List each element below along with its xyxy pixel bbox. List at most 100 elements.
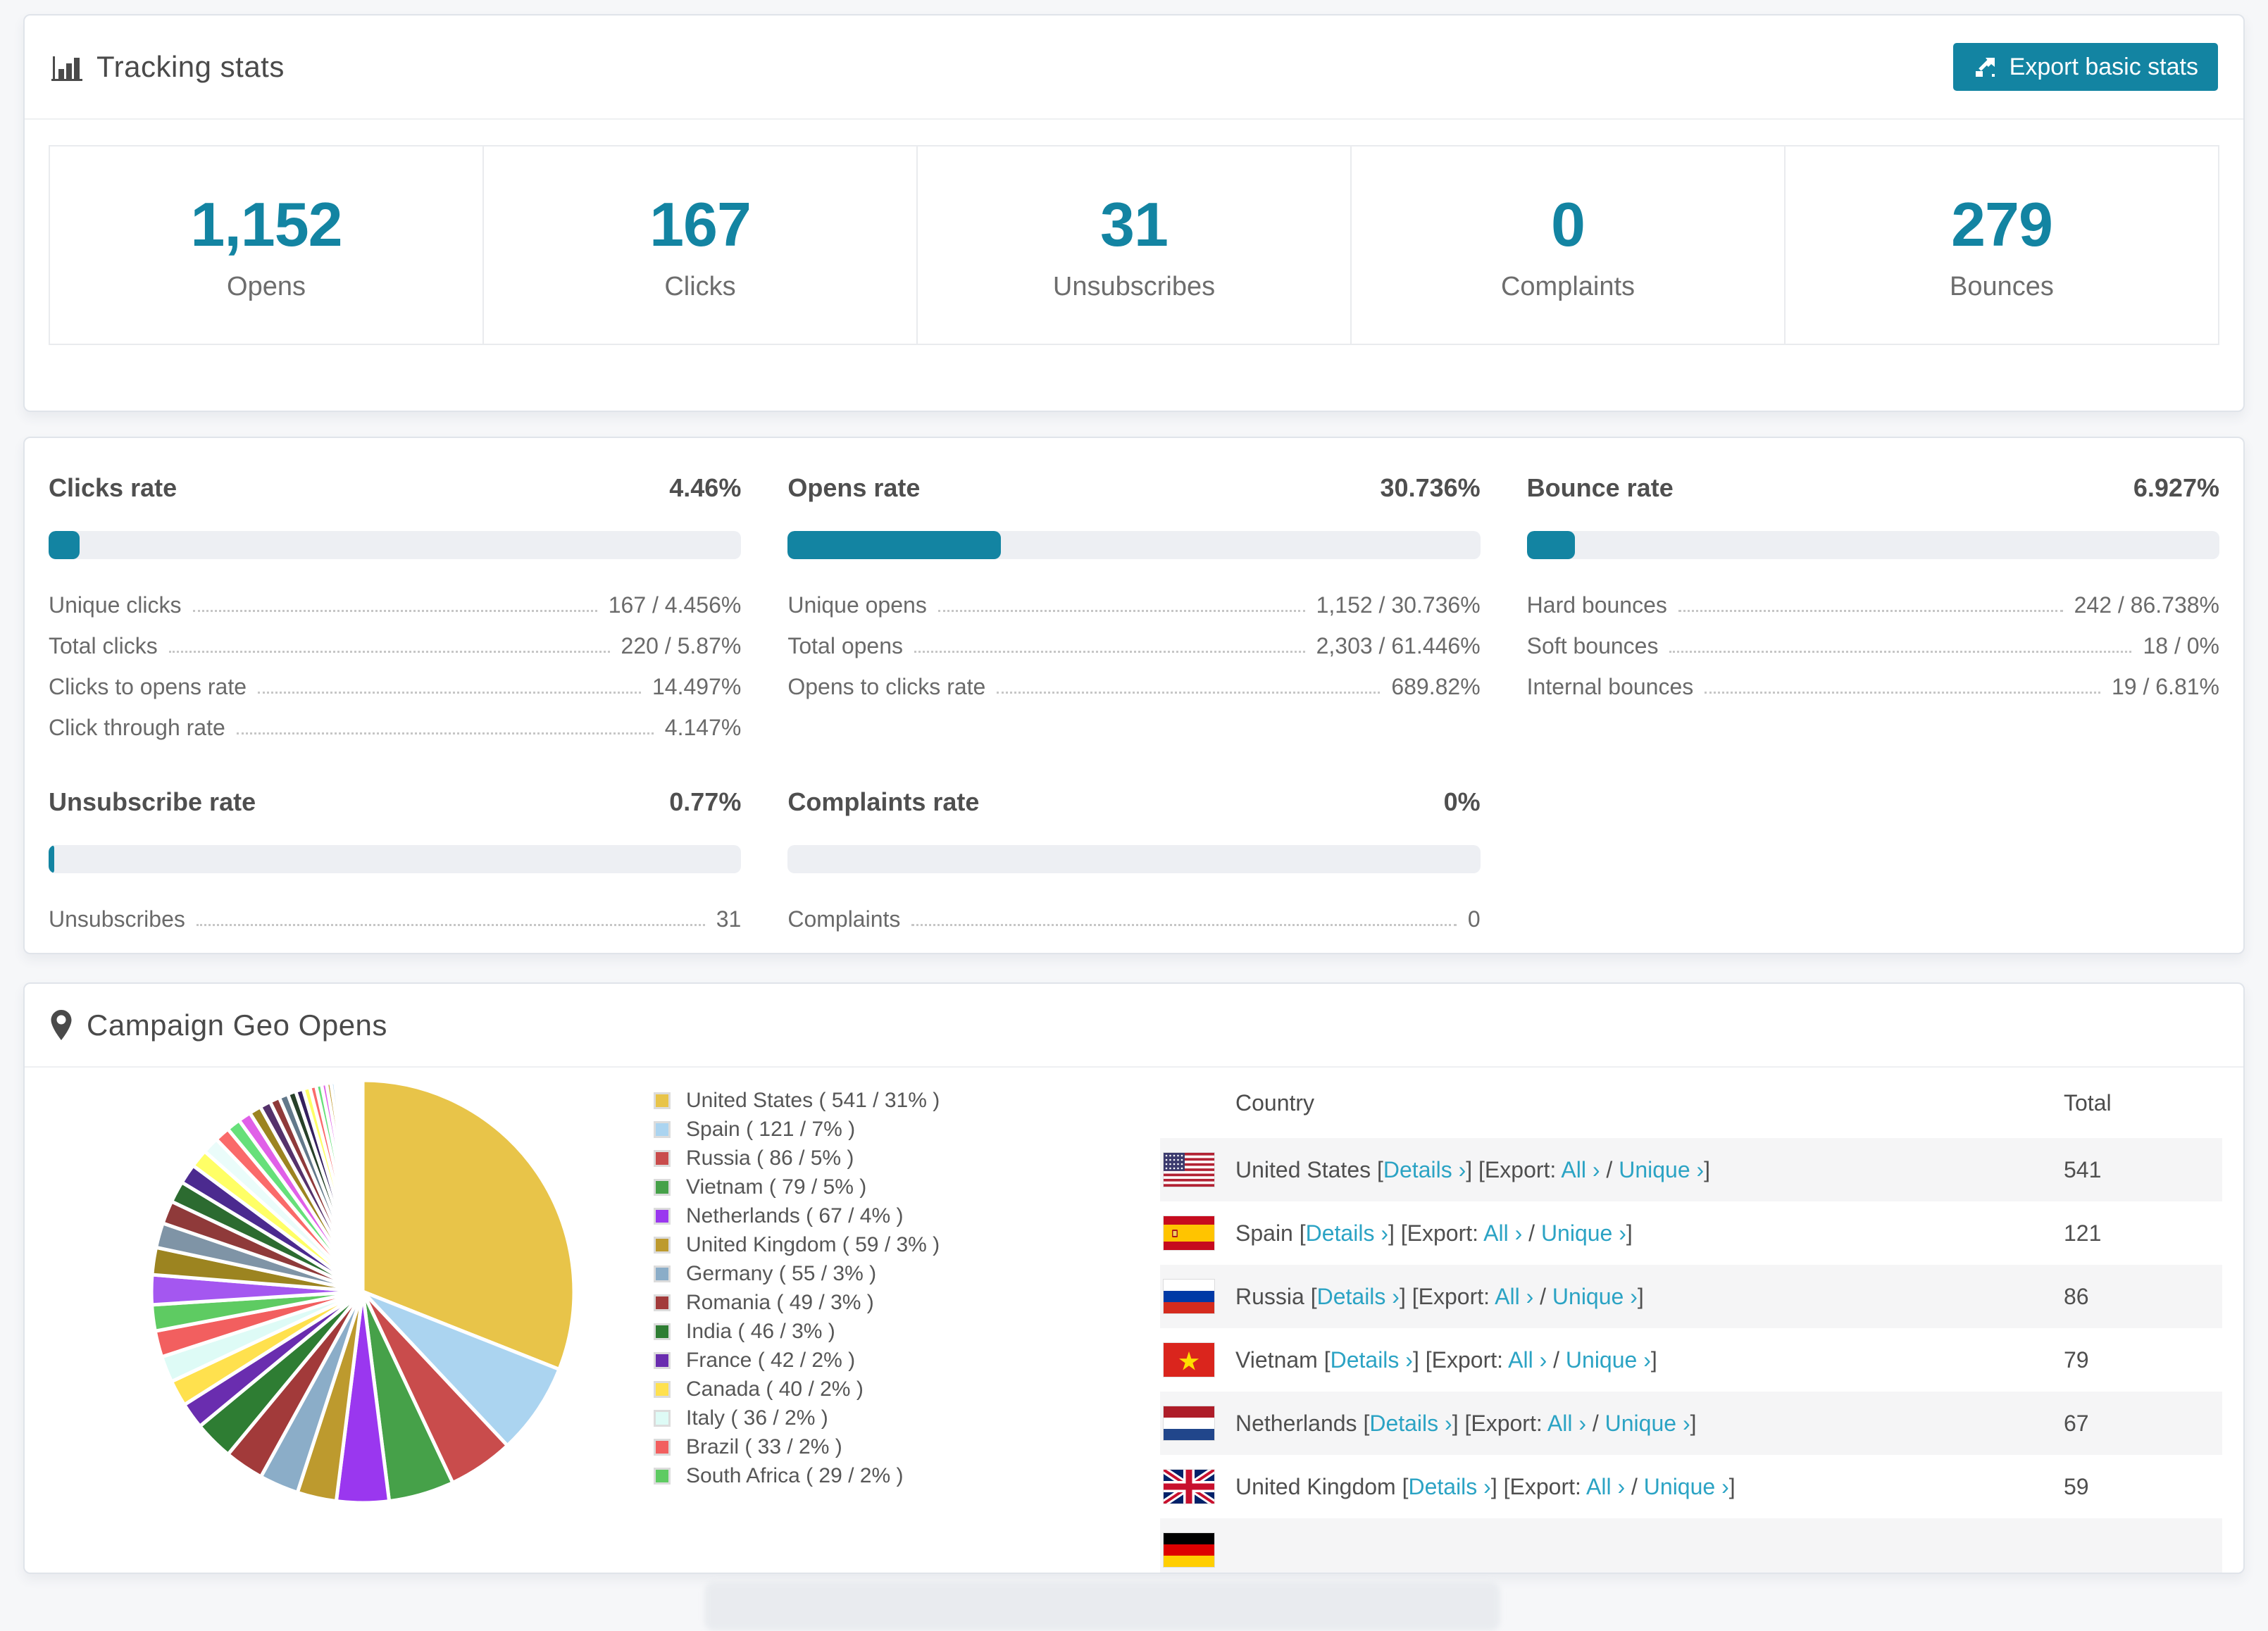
export-unique-link[interactable]: Unique › <box>1552 1284 1638 1309</box>
nl-flag-icon <box>1164 1406 1214 1440</box>
export-unique-link[interactable]: Unique › <box>1566 1347 1651 1373</box>
details-link[interactable]: Details › <box>1306 1220 1388 1246</box>
legend-item: France ( 42 / 2% ) <box>654 1346 940 1375</box>
legend-label: Netherlands ( 67 / 4% ) <box>686 1204 903 1228</box>
legend-swatch <box>654 1266 671 1282</box>
legend-label: Brazil ( 33 / 2% ) <box>686 1435 842 1459</box>
legend-label: Spain ( 121 / 7% ) <box>686 1118 855 1142</box>
bounce-rate-progressbar <box>1527 531 2219 559</box>
table-row <box>1160 1518 2222 1574</box>
legend-item: Vietnam ( 79 / 5% ) <box>654 1173 940 1201</box>
legend-item: Italy ( 36 / 2% ) <box>654 1404 940 1432</box>
details-link[interactable]: Details › <box>1369 1411 1452 1436</box>
table-header-row: Country Total <box>1160 1068 2222 1138</box>
es-flag-icon <box>1164 1216 1214 1250</box>
legend-label: Germany ( 55 / 3% ) <box>686 1262 876 1286</box>
legend-item: Canada ( 40 / 2% ) <box>654 1375 940 1404</box>
legend-item: Netherlands ( 67 / 4% ) <box>654 1201 940 1230</box>
legend-label: South Africa ( 29 / 2% ) <box>686 1464 903 1488</box>
legend-label: Canada ( 40 / 2% ) <box>686 1377 864 1401</box>
bracket-close: ] <box>1704 1157 1710 1182</box>
details-link[interactable]: Details › <box>1383 1157 1466 1182</box>
country-cell: Vietnam [Details ›] [Export: All › / Uni… <box>1235 1347 2064 1373</box>
export-all-link[interactable]: All › <box>1547 1411 1586 1436</box>
opens-rate-progressbar <box>787 531 1480 559</box>
rate-value: 30.736% <box>1381 473 1481 503</box>
export-unique-link[interactable]: Unique › <box>1605 1411 1690 1436</box>
details-link[interactable]: Details › <box>1408 1474 1490 1499</box>
total-cell: 121 <box>2064 1220 2222 1246</box>
rate-value: 4.46% <box>669 473 741 503</box>
export-prefix: ] [Export: <box>1413 1347 1508 1373</box>
rate-value: 0% <box>1444 787 1481 817</box>
legend-item: United Kingdom ( 59 / 3% ) <box>654 1230 940 1259</box>
bottom-blur-strip <box>704 1582 1500 1631</box>
link-separator: / <box>1533 1284 1552 1309</box>
country-cell: Netherlands [Details ›] [Export: All › /… <box>1235 1411 2064 1437</box>
geo-country-table: Country Total United States [Details ›] … <box>1160 1068 2222 1574</box>
gb-flag-icon <box>1164 1470 1214 1504</box>
legend-item: South Africa ( 29 / 2% ) <box>654 1461 940 1490</box>
legend-swatch <box>654 1410 671 1427</box>
geo-section-title: Campaign Geo Opens <box>87 1008 387 1042</box>
country-name: Spain [ <box>1235 1220 1306 1246</box>
tracking-card-header: Tracking stats Export basic stats <box>25 15 2243 118</box>
legend-swatch <box>654 1208 671 1225</box>
legend-item: Spain ( 121 / 7% ) <box>654 1115 940 1144</box>
export-unique-link[interactable]: Unique › <box>1541 1220 1626 1246</box>
legend-swatch <box>654 1381 671 1398</box>
map-pin-icon <box>50 1009 73 1042</box>
rate-title: Bounce rate <box>1527 473 1674 503</box>
details-link[interactable]: Details › <box>1317 1284 1400 1309</box>
export-unique-link[interactable]: Unique › <box>1619 1157 1704 1182</box>
stats-summary-row: 1,152 Opens 167 Clicks 31 Unsubscribes 0… <box>49 145 2219 345</box>
bar-chart-icon <box>50 51 82 83</box>
legend-label: France ( 42 / 2% ) <box>686 1349 855 1373</box>
export-all-link[interactable]: All › <box>1483 1220 1522 1246</box>
geo-card-header: Campaign Geo Opens <box>25 984 2243 1066</box>
legend-item: Russia ( 86 / 5% ) <box>654 1144 940 1173</box>
pie-legend: United States ( 541 / 31% ) Spain ( 121 /… <box>654 1086 940 1490</box>
export-basic-stats-button[interactable]: Export basic stats <box>1953 43 2218 91</box>
stat-opens: 1,152 Opens <box>50 146 484 344</box>
export-all-link[interactable]: All › <box>1508 1347 1547 1373</box>
country-cell: United States [Details ›] [Export: All ›… <box>1235 1157 2064 1183</box>
table-row: Russia [Details ›] [Export: All › / Uniq… <box>1160 1265 2222 1328</box>
table-row: Netherlands [Details ›] [Export: All › /… <box>1160 1392 2222 1455</box>
export-all-link[interactable]: All › <box>1586 1474 1625 1499</box>
export-prefix: ] [Export: <box>1388 1220 1483 1246</box>
rate-title: Clicks rate <box>49 473 177 503</box>
export-unique-link[interactable]: Unique › <box>1644 1474 1729 1499</box>
stat-label: Bounces <box>1950 272 2054 302</box>
stat-label: Unsubscribes <box>1053 272 1215 302</box>
link-separator: / <box>1547 1347 1566 1373</box>
geo-content: United States ( 541 / 31% ) Spain ( 121 /… <box>25 1068 2243 1556</box>
rate-title: Complaints rate <box>787 787 979 817</box>
complaints-rate-progressbar <box>787 845 1480 873</box>
table-row: Vietnam [Details ›] [Export: All › / Uni… <box>1160 1328 2222 1392</box>
export-all-link[interactable]: All › <box>1561 1157 1600 1182</box>
link-separator: / <box>1600 1157 1619 1182</box>
rate-title: Opens rate <box>787 473 920 503</box>
stat-label: Complaints <box>1501 272 1635 302</box>
export-all-link[interactable]: All › <box>1495 1284 1533 1309</box>
country-name: United Kingdom [ <box>1235 1474 1408 1499</box>
legend-swatch <box>654 1121 671 1138</box>
link-separator: / <box>1522 1220 1541 1246</box>
bracket-close: ] <box>1626 1220 1633 1246</box>
clicks-rate-progressbar <box>49 531 741 559</box>
total-cell: 59 <box>2064 1474 2222 1500</box>
legend-item: Romania ( 49 / 3% ) <box>654 1288 940 1317</box>
legend-label: United States ( 541 / 31% ) <box>686 1089 940 1113</box>
stat-value: 167 <box>649 189 751 261</box>
details-link[interactable]: Details › <box>1331 1347 1413 1373</box>
stat-bounces: 279 Bounces <box>1786 146 2218 344</box>
export-prefix: ] [Export: <box>1452 1411 1547 1436</box>
